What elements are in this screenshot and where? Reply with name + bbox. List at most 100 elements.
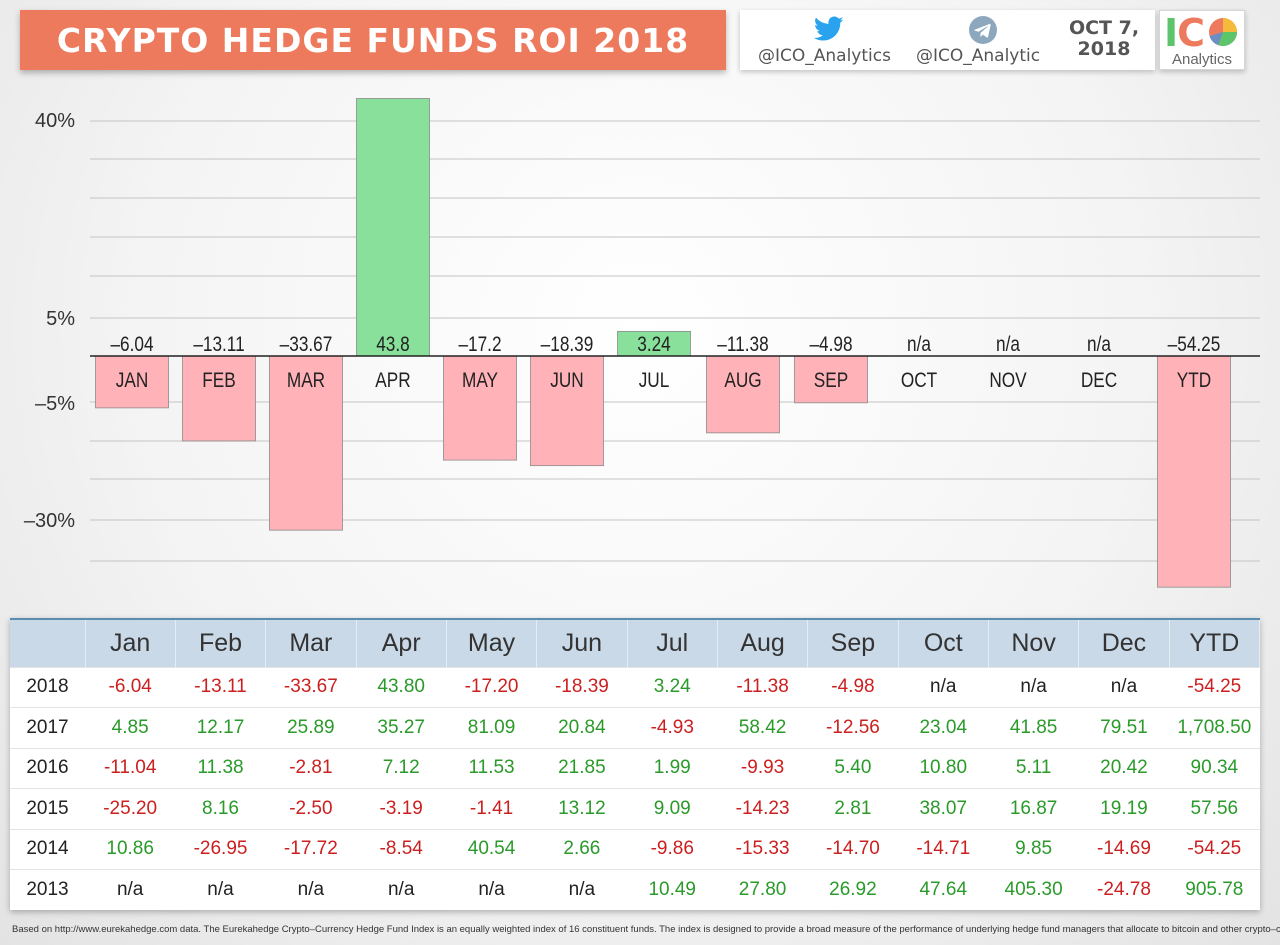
- header-ytd: YTD: [1169, 620, 1261, 667]
- data-label-apr: 43.8: [376, 334, 410, 357]
- category-label-sep: SEP: [814, 370, 848, 393]
- data-label-sep: –4.98: [809, 334, 852, 357]
- table-cell: -25.20: [85, 788, 176, 829]
- twitter-bird-icon[interactable]: [814, 16, 844, 42]
- ico-analytics-logo[interactable]: IC Analytics: [1159, 10, 1245, 70]
- data-label-mar: –33.67: [280, 334, 333, 357]
- table-cell: -3.19: [356, 788, 447, 829]
- data-label-oct: n/a: [907, 334, 931, 357]
- table-cell: 1.99: [627, 747, 718, 789]
- header-sep: Sep: [807, 620, 899, 667]
- header-oct: Oct: [898, 620, 989, 667]
- category-label-jul: JUL: [639, 370, 670, 393]
- category-label-ytd: YTD: [1177, 370, 1211, 393]
- table-cell: 58.42: [717, 707, 808, 748]
- bar-mar: [269, 355, 343, 531]
- table-cell: n/a: [1078, 666, 1170, 708]
- table-cell: -9.86: [627, 828, 718, 870]
- table-cell: 2.66: [536, 828, 628, 870]
- table-cell: -12.56: [807, 707, 899, 748]
- table-cell: 47.64: [898, 869, 989, 910]
- table-row: 2013 n/a n/a n/a n/a n/a n/a 10.49 27.80 26.92 47.…: [10, 869, 1260, 910]
- table-cell: -17.72: [265, 828, 357, 870]
- table-cell: n/a: [988, 666, 1079, 708]
- table-cell: n/a: [265, 869, 357, 910]
- telegram-plane-icon[interactable]: [968, 15, 998, 45]
- bar-may: [443, 355, 517, 461]
- table-cell: 905.78: [1169, 869, 1260, 910]
- logo-subtitle: Analytics: [1171, 51, 1233, 68]
- table-cell: -11.38: [717, 666, 808, 708]
- header-apr: Apr: [356, 620, 447, 667]
- table-cell: 35.27: [356, 707, 447, 748]
- table-cell: 43.80: [356, 666, 447, 708]
- data-label-nov: n/a: [996, 334, 1020, 357]
- bar-apr: [356, 98, 430, 357]
- table-cell: 405.30: [988, 869, 1079, 910]
- logo-letters: IC: [1164, 13, 1205, 53]
- category-label-jun: JUN: [550, 370, 583, 393]
- table-cell: 10.49: [627, 869, 718, 910]
- roi-bar-chart: 40% 5% –5% –30% –6.04 JAN –13.11 FEB –33.67 MAR 43…: [24, 98, 1260, 588]
- table-body: 2018 -6.04 -13.11 -33.67 43.80 -17.20 -18.39 3.…: [10, 666, 1260, 910]
- category-label-jan: JAN: [116, 370, 149, 393]
- table-cell: 20.42: [1078, 747, 1170, 789]
- table-cell: 5.40: [807, 747, 899, 789]
- header-jun: Jun: [536, 620, 628, 667]
- table-cell: 16.87: [988, 788, 1079, 829]
- table-row: 2015 -25.20 8.16 -2.50 -3.19 -1.41 13.12 9.09 -1…: [10, 788, 1260, 829]
- table-cell: 9.09: [627, 788, 718, 829]
- social-box: @ICO_Analytics @ICO_Analytic OCT 7, 2018: [740, 10, 1155, 70]
- table-cell: -14.70: [807, 828, 899, 870]
- category-label-oct: OCT: [901, 370, 938, 393]
- table-cell: 57.56: [1169, 788, 1260, 829]
- table-cell: 4.85: [85, 707, 176, 748]
- category-label-apr: APR: [375, 370, 410, 393]
- table-cell: 11.53: [446, 747, 537, 789]
- table-cell: 7.12: [356, 747, 447, 789]
- table-row: 2016 -11.04 11.38 -2.81 7.12 11.53 21.85 1.99 -9…: [10, 747, 1260, 789]
- title-banner: CRYPTO HEDGE FUNDS ROI 2018: [20, 10, 726, 70]
- row-year: 2015: [10, 788, 85, 829]
- table-cell: 2.81: [807, 788, 899, 829]
- bar-sep: [794, 355, 868, 404]
- bar-jul: [617, 330, 691, 357]
- table-cell: 27.80: [717, 869, 808, 910]
- table-cell: -4.93: [627, 707, 718, 748]
- row-year: 2018: [10, 666, 85, 708]
- date-stamp: OCT 7, 2018: [1058, 18, 1150, 60]
- table-cell: 5.11: [988, 747, 1079, 789]
- table-cell: 21.85: [536, 747, 628, 789]
- table-cell: -1.41: [446, 788, 537, 829]
- table-cell: -2.50: [265, 788, 357, 829]
- table-cell: -4.98: [807, 666, 899, 708]
- table-cell: 8.16: [175, 788, 266, 829]
- category-label-nov: NOV: [989, 370, 1026, 393]
- table-cell: n/a: [85, 869, 176, 910]
- data-label-may: –17.2: [458, 334, 501, 357]
- telegram-handle[interactable]: @ICO_Analytic: [916, 46, 1041, 66]
- table-cell: n/a: [898, 666, 989, 708]
- table-cell: n/a: [175, 869, 266, 910]
- category-label-aug: AUG: [724, 370, 761, 393]
- bar-aug: [706, 355, 780, 434]
- table-cell: -6.04: [85, 666, 176, 708]
- table-cell: 10.86: [85, 828, 176, 870]
- table-cell: -2.81: [265, 747, 357, 789]
- table-cell: 1,708.50: [1169, 707, 1260, 748]
- category-label-feb: FEB: [202, 370, 235, 393]
- table-cell: 19.19: [1078, 788, 1170, 829]
- header-corner: [10, 620, 86, 667]
- bar-jan: [95, 355, 169, 409]
- data-label-jun: –18.39: [541, 334, 594, 357]
- bar-feb: [182, 355, 256, 442]
- table-cell: 20.84: [536, 707, 628, 748]
- date-line-1: OCT 7,: [1068, 17, 1140, 39]
- table-cell: -11.04: [85, 747, 176, 789]
- table-row: 2017 4.85 12.17 25.89 35.27 81.09 20.84 -4.93 58…: [10, 707, 1260, 748]
- table-cell: 13.12: [536, 788, 628, 829]
- table-cell: -8.54: [356, 828, 447, 870]
- twitter-handle[interactable]: @ICO_Analytics: [758, 46, 891, 66]
- table-cell: 90.34: [1169, 747, 1260, 789]
- header-jan: Jan: [85, 620, 176, 667]
